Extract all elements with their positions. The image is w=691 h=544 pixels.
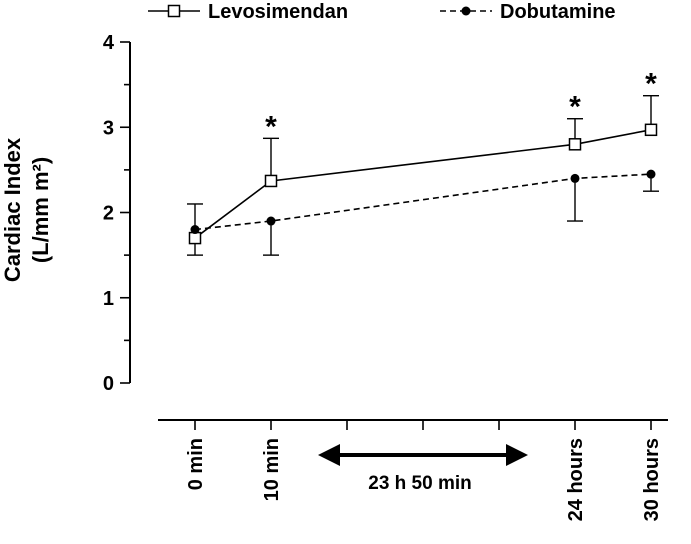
y-axis-title: Cardiac Index <box>0 137 25 282</box>
levosimendan-point <box>264 174 278 188</box>
dobutamine-point <box>266 216 276 226</box>
levosimendan-line <box>194 129 652 239</box>
axes: 0 1 2 3 4 0 min 10 min 24 hours 30 hours <box>103 32 668 521</box>
y-tick-label: 2 <box>103 203 114 225</box>
y-tick-label: 4 <box>103 32 115 54</box>
levosimendan-point <box>188 231 202 245</box>
y-tick-label: 3 <box>103 117 114 139</box>
significance-marker: * <box>645 68 657 101</box>
time-span-label: 23 h 50 min <box>368 473 472 494</box>
legend-marker-dobutamine <box>461 6 471 16</box>
x-tick-label: 30 hours <box>641 438 663 521</box>
legend-label-dobutamine: Dobutamine <box>500 1 616 23</box>
levosimendan-point <box>644 123 658 137</box>
time-span-arrow-left-head <box>318 444 340 466</box>
series-layer: * * * <box>187 68 659 256</box>
legend-label-levosimendan: Levosimendan <box>208 1 348 23</box>
x-tick-label: 24 hours <box>565 438 587 521</box>
dobutamine-line <box>194 173 652 231</box>
legend-marker-levosimendan <box>167 4 181 18</box>
significance-marker: * <box>265 110 277 143</box>
legend: Levosimendan Dobutamine <box>148 1 616 23</box>
dobutamine-point <box>570 173 580 183</box>
dobutamine-point <box>190 225 200 235</box>
significance-marker: * <box>569 91 581 124</box>
time-span-arrow-right-head <box>506 444 528 466</box>
dobutamine-point <box>646 169 656 179</box>
y-tick-label: 0 <box>103 373 114 395</box>
x-tick-label: 0 min <box>185 438 207 490</box>
y-tick-label: 1 <box>103 288 114 310</box>
y-axis-unit: (L/mm m²) <box>28 157 53 263</box>
x-tick-label: 10 min <box>261 438 283 501</box>
levosimendan-point <box>568 138 582 151</box>
